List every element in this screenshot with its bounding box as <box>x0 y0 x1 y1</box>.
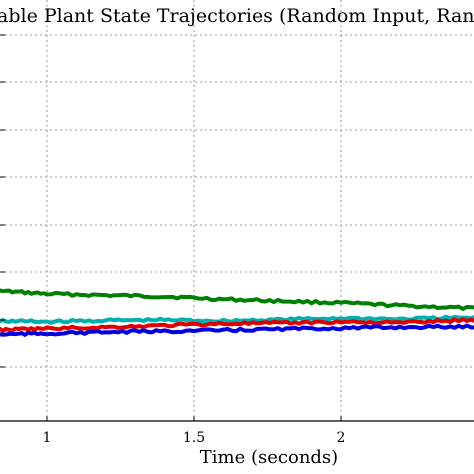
x-tick-label: 1.5 <box>183 430 205 446</box>
x-ticks: 11.522.533.5 <box>43 416 346 446</box>
series-line-4 <box>0 323 474 337</box>
x-tick-label: 2 <box>337 430 346 446</box>
series-group <box>0 288 474 337</box>
y-ticks <box>0 34 5 368</box>
x-axis-label: Time (seconds) <box>200 447 338 468</box>
series-line-2 <box>0 314 474 325</box>
series-line-1 <box>0 288 474 311</box>
chart-title: able Plant State Trajectories (Random In… <box>0 5 474 27</box>
x-tick-label: 1 <box>43 430 52 446</box>
series-line-3 <box>0 317 474 333</box>
